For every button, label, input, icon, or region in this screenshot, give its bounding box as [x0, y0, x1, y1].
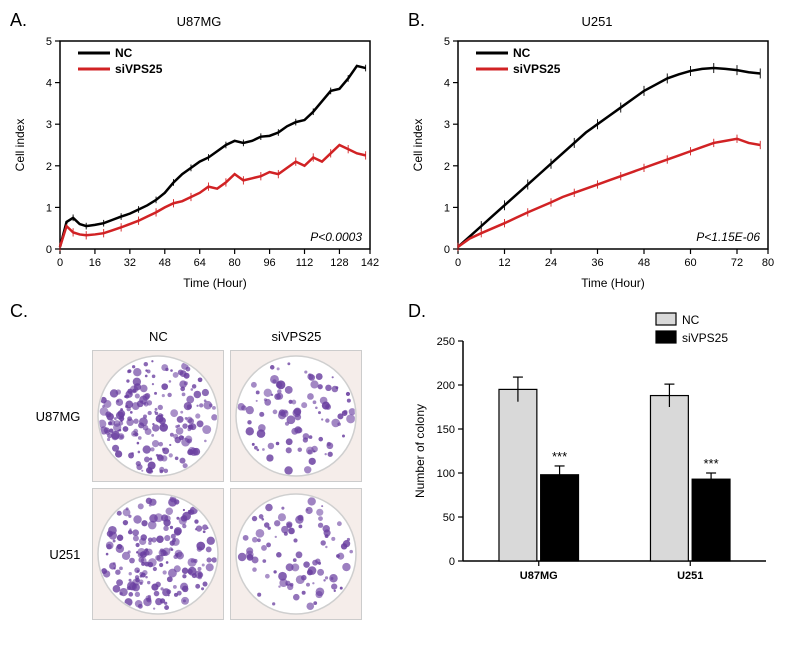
svg-text:80: 80 — [229, 257, 241, 269]
panel-d: D. 0 50 100 150 200 250 Number of colony U87MG *… — [408, 301, 786, 620]
svg-text:96: 96 — [263, 257, 275, 269]
panel-d-label: D. — [408, 301, 426, 322]
svg-text:0: 0 — [444, 244, 450, 256]
svg-text:P<1.15E-06: P<1.15E-06 — [696, 230, 760, 244]
panel-b-title: U251 — [408, 14, 786, 29]
svg-text:2: 2 — [46, 161, 52, 173]
panel-c-label: C. — [10, 301, 28, 322]
svg-text:32: 32 — [124, 257, 136, 269]
colony-row-u87: U87MG — [36, 409, 87, 424]
svg-text:3: 3 — [444, 119, 450, 131]
svg-text:0: 0 — [449, 556, 455, 568]
svg-text:24: 24 — [545, 257, 557, 269]
svg-text:Time (Hour): Time (Hour) — [183, 276, 247, 290]
svg-text:1: 1 — [444, 202, 450, 214]
dish-u87-nc — [92, 350, 224, 482]
svg-text:P<0.0003: P<0.0003 — [310, 230, 362, 244]
svg-text:72: 72 — [731, 257, 743, 269]
panel-a: A. U87MG 0 1 2 3 4 5 0 16 32 48 64 80 96 112 128 142 Tim… — [10, 10, 388, 291]
svg-text:50: 50 — [443, 512, 455, 524]
svg-text:2: 2 — [444, 161, 450, 173]
svg-text:200: 200 — [437, 380, 455, 392]
svg-text:36: 36 — [591, 257, 603, 269]
svg-text:***: *** — [552, 449, 567, 464]
svg-text:150: 150 — [437, 424, 455, 436]
svg-text:3: 3 — [46, 119, 52, 131]
svg-text:80: 80 — [762, 257, 774, 269]
svg-text:250: 250 — [437, 336, 455, 348]
svg-text:0: 0 — [46, 244, 52, 256]
svg-text:5: 5 — [46, 36, 52, 48]
panel-b-chart: 012345012243648607280Time (Hour)Cell ind… — [408, 31, 778, 291]
svg-text:NC: NC — [682, 313, 700, 327]
svg-text:16: 16 — [89, 257, 101, 269]
panel-d-chart: 0 50 100 150 200 250 Number of colony U87MG *** U… — [408, 301, 778, 601]
svg-text:U87MG: U87MG — [520, 570, 558, 582]
colony-grid: NC siVPS25 U87MG U251 — [10, 329, 388, 620]
svg-text:NC: NC — [513, 46, 531, 60]
svg-text:48: 48 — [638, 257, 650, 269]
svg-text:siVPS25: siVPS25 — [513, 62, 561, 76]
svg-text:60: 60 — [684, 257, 696, 269]
figure-grid: A. U87MG 0123450163248648096112128142Tim… — [10, 10, 786, 620]
panel-a-title: U87MG — [10, 14, 388, 29]
svg-text:1: 1 — [46, 202, 52, 214]
svg-text:Cell index: Cell index — [411, 119, 425, 172]
svg-text:112: 112 — [296, 257, 314, 269]
svg-text:Cell index: Cell index — [13, 119, 27, 172]
svg-text:12: 12 — [498, 257, 510, 269]
svg-text:0: 0 — [455, 257, 461, 269]
colony-col-si: siVPS25 — [230, 329, 362, 344]
svg-text:siVPS25: siVPS25 — [115, 62, 163, 76]
svg-text:128: 128 — [330, 257, 348, 269]
dish-u87-si — [230, 350, 362, 482]
svg-text:0: 0 — [57, 257, 63, 269]
colony-row-u251: U251 — [36, 547, 87, 562]
svg-text:siVPS25: siVPS25 — [682, 331, 728, 345]
dish-u251-nc — [92, 488, 224, 620]
colony-col-nc: NC — [92, 329, 224, 344]
dish-u251-si — [230, 488, 362, 620]
panel-b: B. U251 012345012243648607280Time (Hour)… — [408, 10, 786, 291]
svg-text:4: 4 — [46, 78, 52, 90]
svg-text:142: 142 — [361, 257, 379, 269]
svg-text:64: 64 — [194, 257, 206, 269]
svg-text:U251: U251 — [677, 570, 703, 582]
svg-text:NC: NC — [115, 46, 133, 60]
panel-a-chart: 0 1 2 3 4 5 0 16 32 48 64 80 96 112 128 142 Time (Hour) C… — [10, 31, 380, 291]
panel-c: C. NC siVPS25 U87MG U251 — [10, 301, 388, 620]
svg-text:5: 5 — [444, 36, 450, 48]
panel-b-label: B. — [408, 10, 425, 31]
svg-text:***: *** — [703, 456, 718, 471]
svg-text:48: 48 — [159, 257, 171, 269]
svg-text:Number of colony: Number of colony — [413, 404, 427, 498]
panel-a-label: A. — [10, 10, 27, 31]
svg-text:4: 4 — [444, 78, 450, 90]
svg-text:Time (Hour): Time (Hour) — [581, 276, 645, 290]
svg-text:100: 100 — [437, 468, 455, 480]
